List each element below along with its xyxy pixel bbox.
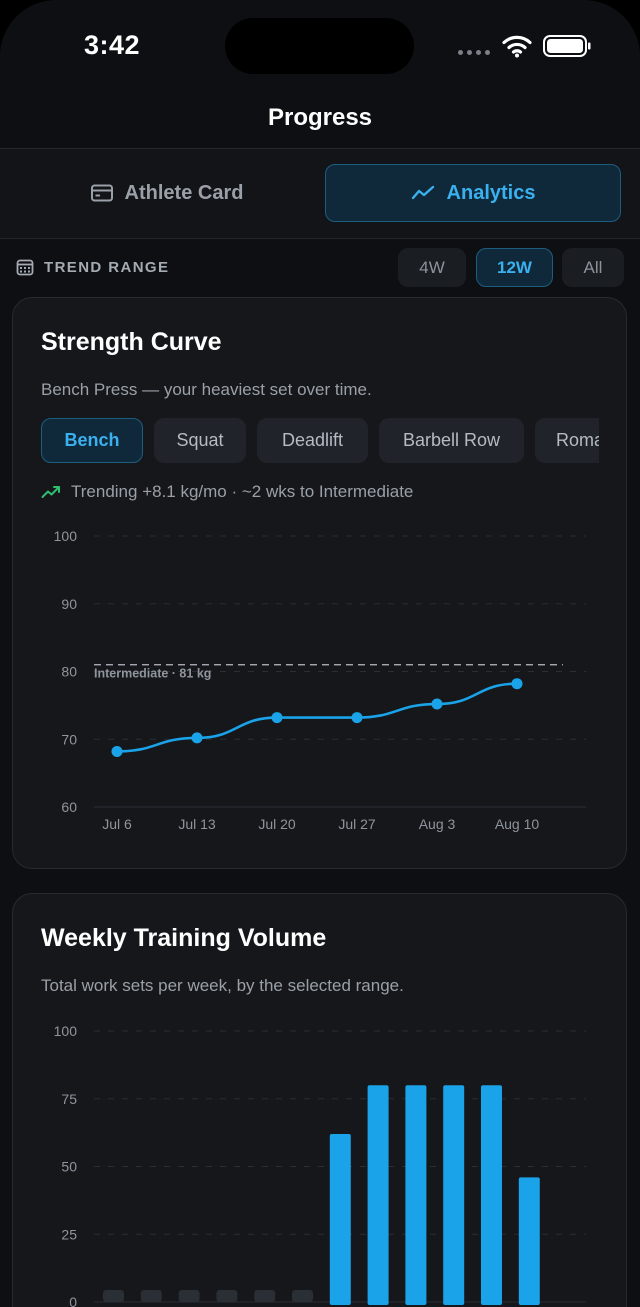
- volume-bar[interactable]: [405, 1085, 427, 1305]
- trend-range-text: TREND RANGE: [44, 258, 170, 276]
- volume-bar-empty[interactable]: [103, 1290, 124, 1302]
- status-time: 3:42: [84, 30, 141, 60]
- weekly-volume-title: Weekly Training Volume: [41, 924, 327, 952]
- range-4w-button[interactable]: 4W: [398, 248, 466, 287]
- status-bar: 3:42: [0, 0, 640, 92]
- data-point[interactable]: [351, 712, 363, 724]
- volume-bar[interactable]: [443, 1085, 465, 1305]
- x-tick-label: Jul 20: [258, 816, 296, 832]
- y-tick-label: 50: [61, 1159, 77, 1175]
- volume-bar[interactable]: [367, 1085, 389, 1305]
- strength-curve-subtitle: Bench Press — your heaviest set over tim…: [41, 380, 372, 399]
- strength-curve-title: Strength Curve: [41, 328, 222, 356]
- strength-line-chart: 100 90 80 70 60 Jul 6 Jul 13 Jul 20 Jul 27 Aug 3 A…: [54, 528, 586, 832]
- segment-divider: [0, 238, 640, 239]
- x-tick-label: Jul 13: [178, 816, 216, 832]
- tab-analytics[interactable]: Analytics: [325, 164, 621, 222]
- view-segment-control: Athlete Card Analytics: [0, 149, 640, 239]
- trending-up-icon: [41, 486, 60, 498]
- volume-bar-empty[interactable]: [292, 1290, 313, 1302]
- weekly-volume-subtitle: Total work sets per week, by the selecte…: [41, 976, 404, 995]
- y-tick-label: 0: [69, 1294, 77, 1307]
- volume-bar[interactable]: [329, 1133, 351, 1305]
- volume-bar-empty[interactable]: [216, 1290, 238, 1302]
- y-tick-label: 70: [61, 731, 77, 747]
- trend-line-icon: [411, 185, 434, 200]
- dynamic-island: [225, 18, 414, 74]
- lift-chip-barbell-row[interactable]: Barbell Row: [379, 418, 524, 463]
- data-point[interactable]: [431, 698, 443, 710]
- data-point[interactable]: [271, 712, 283, 724]
- battery-icon: [543, 35, 591, 57]
- header-divider: [0, 148, 640, 149]
- x-tick-label: Aug 10: [495, 816, 540, 832]
- tab-athlete-card[interactable]: Athlete Card: [20, 164, 314, 222]
- lift-chip-romanian[interactable]: Roma: [535, 418, 599, 463]
- lift-selector: Bench Squat Deadlift Barbell Row Roma: [41, 418, 599, 464]
- y-tick-label: 60: [61, 799, 77, 815]
- bench-series-line: [115, 682, 519, 753]
- weekly-volume-bar-chart: 100 75 50 25 0: [54, 1023, 586, 1307]
- y-tick-label: 90: [61, 596, 77, 612]
- data-point[interactable]: [511, 678, 523, 690]
- id-card-icon: [90, 184, 113, 202]
- volume-bar-empty[interactable]: [254, 1290, 276, 1302]
- lift-chip-bench[interactable]: Bench: [41, 418, 143, 463]
- data-point[interactable]: [111, 745, 123, 757]
- volume-bar-empty[interactable]: [140, 1290, 162, 1302]
- lift-chip-squat[interactable]: Squat: [154, 418, 246, 463]
- volume-bar[interactable]: [481, 1085, 502, 1305]
- range-all-button[interactable]: All: [562, 248, 624, 287]
- range-12w-button[interactable]: 12W: [476, 248, 553, 287]
- x-tick-label: Jul 6: [102, 816, 132, 832]
- volume-bar-empty[interactable]: [178, 1290, 200, 1302]
- volume-bar[interactable]: [518, 1177, 540, 1305]
- x-tick-label: Jul 27: [338, 816, 376, 832]
- y-tick-label: 25: [61, 1226, 77, 1242]
- tab-athlete-card-label: Athlete Card: [124, 181, 244, 204]
- trend-range-row: TREND RANGE 4W 12W All: [0, 248, 640, 288]
- x-tick-label: Aug 3: [419, 816, 456, 832]
- cellular-signal-icon: [458, 50, 490, 55]
- y-tick-label: 80: [61, 664, 77, 680]
- reference-line-label: Intermediate · 81 kg: [94, 667, 211, 681]
- trend-note: Trending +8.1 kg/mo · ~2 wks to Intermed…: [41, 482, 413, 502]
- wifi-icon: [502, 35, 532, 58]
- trend-note-text: Trending +8.1 kg/mo · ~2 wks to Intermed…: [71, 482, 414, 501]
- y-tick-label: 100: [54, 528, 78, 544]
- page-title: Progress: [267, 104, 373, 131]
- data-point[interactable]: [191, 732, 203, 744]
- calendar-icon: [16, 259, 34, 276]
- weekly-volume-card: Weekly Training Volume Total work sets p…: [12, 893, 627, 1307]
- y-tick-label: 75: [61, 1091, 77, 1107]
- trend-range-label: TREND RANGE: [16, 258, 169, 276]
- tab-analytics-label: Analytics: [446, 181, 536, 204]
- y-tick-label: 100: [54, 1023, 78, 1039]
- strength-curve-card: Strength Curve Bench Press — your heavie…: [12, 297, 627, 869]
- lift-chip-deadlift[interactable]: Deadlift: [257, 418, 368, 463]
